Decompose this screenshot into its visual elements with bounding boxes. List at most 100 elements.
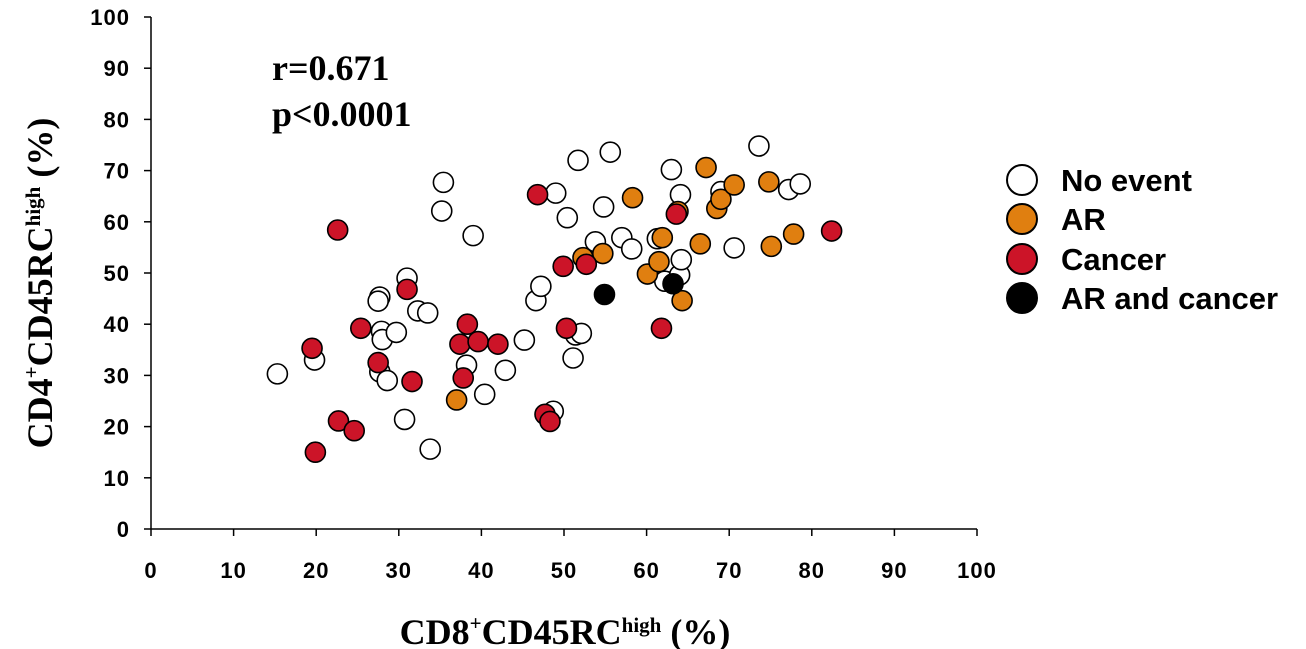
legend-marker-ar-and-cancer [1006,282,1038,314]
x-tick-label: 50 [551,558,577,583]
point-no-event [544,182,567,204]
point-ar [592,242,614,265]
x-tick-label: 70 [716,558,742,583]
point-cancer [449,333,471,355]
point-no-event [562,347,584,369]
legend-marker-cancer [1006,243,1038,275]
point-ar [760,235,783,258]
x-tick-label: 90 [881,558,907,583]
x-tick-label: 20 [303,558,329,583]
point-ar [651,226,674,249]
point-cancer [526,183,549,206]
point-no-event [599,141,622,163]
y-tick-label: 30 [104,363,130,388]
point-cancer [452,367,475,389]
point-cancer [343,419,365,442]
x-axis-title: CD8+CD45RChigh (%) [400,611,731,649]
point-cancer [396,278,418,301]
y-tick-label: 10 [104,466,130,491]
point-no-event [567,149,589,172]
y-tick-label: 40 [104,312,130,337]
legend-item-ar: AR [1006,202,1106,237]
data-points [266,135,843,464]
point-no-event [430,200,453,222]
legend-marker-ar [1006,203,1038,235]
x-tick-label: 80 [799,558,825,583]
y-tick-label: 100 [90,5,130,30]
point-no-event [789,173,812,195]
point-no-event [432,171,455,194]
point-ar-and-cancer [593,283,616,306]
point-ar [689,233,712,255]
point-no-event [419,438,441,460]
point-no-event [592,196,615,218]
point-no-event [473,383,496,406]
legend-item-no-event: No event [1006,163,1192,198]
point-cancer [539,410,561,433]
legend-label-no-event: No event [1061,163,1192,198]
x-tick-label: 100 [957,558,997,583]
point-cancer [301,337,323,360]
legend-label-cancer: Cancer [1061,242,1166,277]
point-no-event [462,224,484,247]
x-tick-label: 60 [633,558,659,583]
point-ar-and-cancer [662,272,684,295]
point-cancer [820,220,843,242]
point-cancer [367,351,389,374]
y-tick-label: 0 [117,517,130,542]
point-no-event [416,302,439,324]
point-cancer [401,370,423,393]
correlation-p-label: p<0.0001 [272,94,412,134]
point-no-event [530,275,552,298]
point-cancer [467,330,489,353]
point-no-event [376,369,399,392]
y-tick-label: 20 [104,415,130,440]
y-tick-label: 60 [104,210,130,235]
correlation-r-label: r=0.671 [272,48,390,88]
legend-label-ar: AR [1061,202,1106,237]
point-no-event [670,248,693,271]
y-tick-label: 50 [104,261,130,286]
point-cancer [575,253,598,276]
y-tick-label: 90 [104,56,130,81]
point-cancer [456,313,479,336]
point-cancer [555,317,578,340]
point-ar [782,223,805,245]
point-no-event [393,408,416,431]
legend-marker-no-event [1006,164,1038,196]
y-axis-title: CD4+CD45RChigh (%) [19,118,60,449]
point-cancer [326,219,349,241]
point-no-event [723,237,745,259]
point-cancer [552,255,574,278]
point-no-event [660,158,683,181]
point-no-event [513,329,536,351]
point-no-event [385,321,408,344]
point-ar [723,174,745,196]
point-no-event [266,363,289,385]
x-tick-label: 30 [386,558,412,583]
legend-label-ar-and-cancer: AR and cancer [1061,281,1278,316]
point-no-event [620,238,643,260]
point-cancer [650,317,673,340]
x-tick-label: 0 [144,558,157,583]
legend: No event AR Cancer AR and cancer [1006,163,1278,316]
point-no-event [367,290,389,312]
point-cancer [327,410,350,432]
x-tick-label: 40 [468,558,494,583]
point-cancer [665,203,688,225]
point-ar [621,186,644,209]
point-cancer [487,333,509,355]
point-ar [695,156,717,179]
legend-item-ar-and-cancer: AR and cancer [1006,281,1278,316]
point-ar [445,389,468,411]
legend-item-cancer: Cancer [1006,242,1166,277]
point-no-event [494,359,517,382]
point-ar [710,188,732,211]
y-tick-label: 80 [104,107,130,132]
axes: 0 10 20 30 40 50 60 70 80 90 100 0 10 20 30 40 50 60 70 80 9… [90,5,997,583]
point-cancer [350,317,372,340]
point-no-event [556,206,579,229]
point-ar [648,250,670,273]
point-no-event [748,135,770,157]
